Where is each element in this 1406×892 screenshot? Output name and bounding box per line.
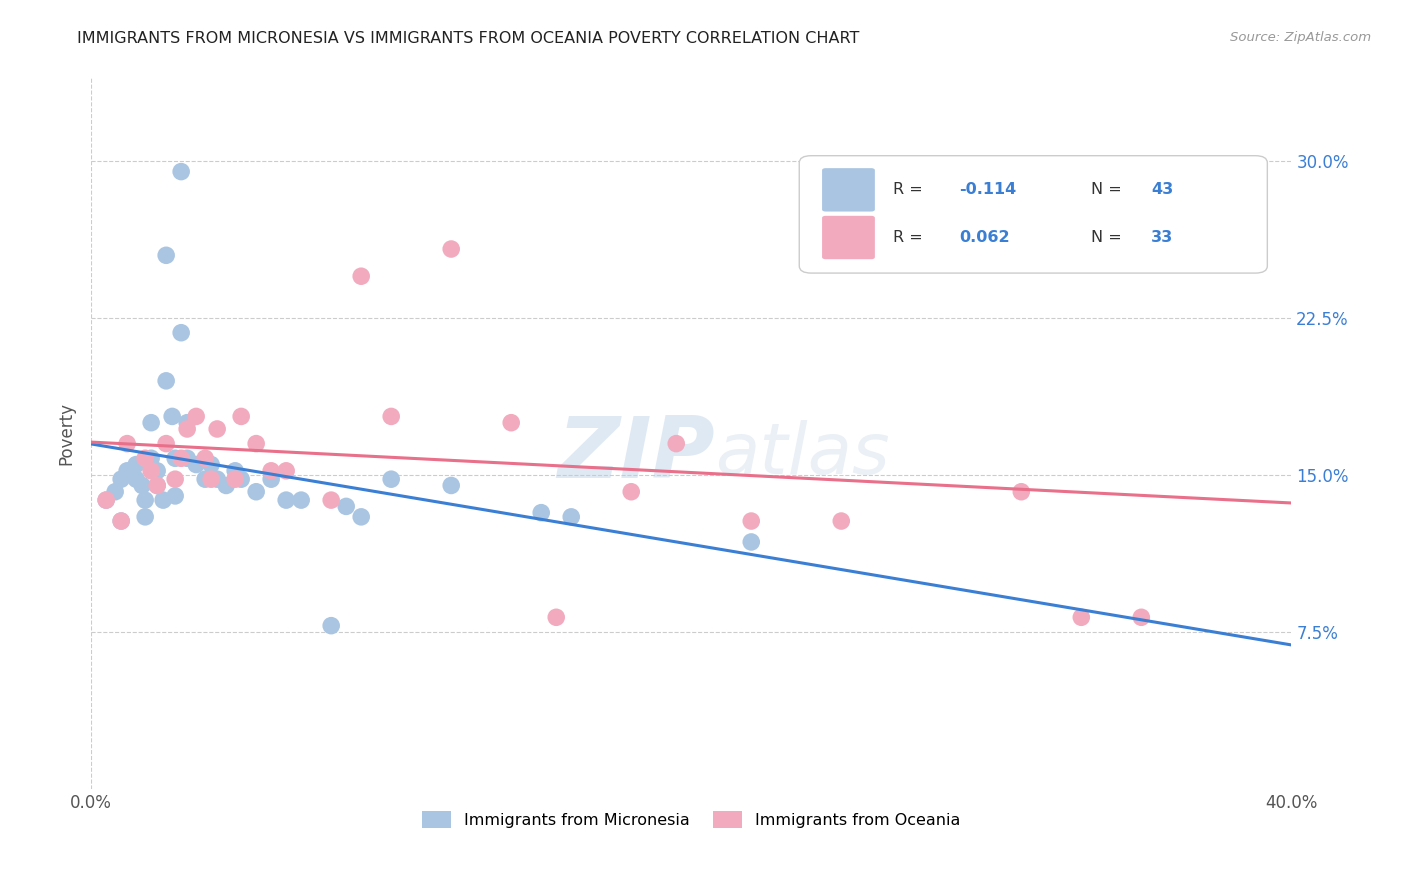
Point [321,493,343,508]
Text: ZIP: ZIP [558,413,716,496]
Text: IMMIGRANTS FROM MICRONESIA VS IMMIGRANTS FROM OCEANIA POVERTY CORRELATION CHART: IMMIGRANTS FROM MICRONESIA VS IMMIGRANTS… [77,31,859,46]
Point [830,514,852,528]
Point [96,493,118,508]
Text: R =: R = [893,230,928,245]
Text: R =: R = [893,182,928,197]
Point [380,472,402,486]
Point [110,472,132,486]
Point [290,493,312,508]
Text: 43: 43 [1152,182,1173,197]
Point [152,493,174,508]
Point [176,416,198,430]
Point [131,478,153,492]
Point [141,451,163,466]
Text: 33: 33 [1152,230,1173,245]
Point [200,458,222,472]
Point [350,509,373,524]
Point [205,422,228,436]
Point [125,472,148,486]
Point [160,409,183,424]
Point [200,472,222,486]
Point [170,164,193,178]
Y-axis label: Poverty: Poverty [58,401,75,465]
Point [165,489,187,503]
FancyBboxPatch shape [823,169,875,211]
Point [245,436,267,450]
Point [176,451,198,466]
Point [560,509,582,524]
Point [530,506,553,520]
Point [224,464,246,478]
Point [215,478,238,492]
Point [125,458,148,472]
Point [380,409,402,424]
Text: -0.114: -0.114 [959,182,1017,197]
Point [176,422,198,436]
FancyBboxPatch shape [799,156,1267,273]
Point [186,458,208,472]
Point [134,493,156,508]
Point [115,436,138,450]
Point [224,472,246,486]
Point [260,464,283,478]
Point [170,326,193,340]
Point [110,514,132,528]
Point [890,164,912,178]
Point [104,484,127,499]
Point [350,269,373,284]
Point [231,409,253,424]
Legend: Immigrants from Micronesia, Immigrants from Oceania: Immigrants from Micronesia, Immigrants f… [416,805,967,834]
Point [501,416,523,430]
Point [1130,610,1153,624]
Point [1010,484,1032,499]
Point [276,493,298,508]
Text: atlas: atlas [716,420,890,489]
Point [134,509,156,524]
Point [335,500,357,514]
Point [155,436,177,450]
Point [165,451,187,466]
Point [440,242,463,256]
Point [146,464,169,478]
Point [620,484,643,499]
Point [134,451,156,466]
Point [110,514,132,528]
Point [1070,610,1092,624]
Point [276,464,298,478]
Point [231,472,253,486]
Point [170,451,193,466]
Point [146,478,169,492]
Point [141,416,163,430]
Text: N =: N = [1091,182,1126,197]
Point [186,409,208,424]
Point [141,464,163,478]
Point [245,484,267,499]
Point [115,464,138,478]
Point [205,472,228,486]
Text: Source: ZipAtlas.com: Source: ZipAtlas.com [1230,31,1371,45]
Point [665,436,688,450]
FancyBboxPatch shape [823,216,875,260]
Point [146,478,169,492]
Point [155,374,177,388]
Point [321,618,343,632]
Point [260,472,283,486]
Point [194,451,217,466]
Point [740,535,762,549]
Point [740,514,762,528]
Point [165,472,187,486]
Point [546,610,568,624]
Point [440,478,463,492]
Text: 0.062: 0.062 [959,230,1010,245]
Text: N =: N = [1091,230,1126,245]
Point [96,493,118,508]
Point [155,248,177,262]
Point [194,472,217,486]
